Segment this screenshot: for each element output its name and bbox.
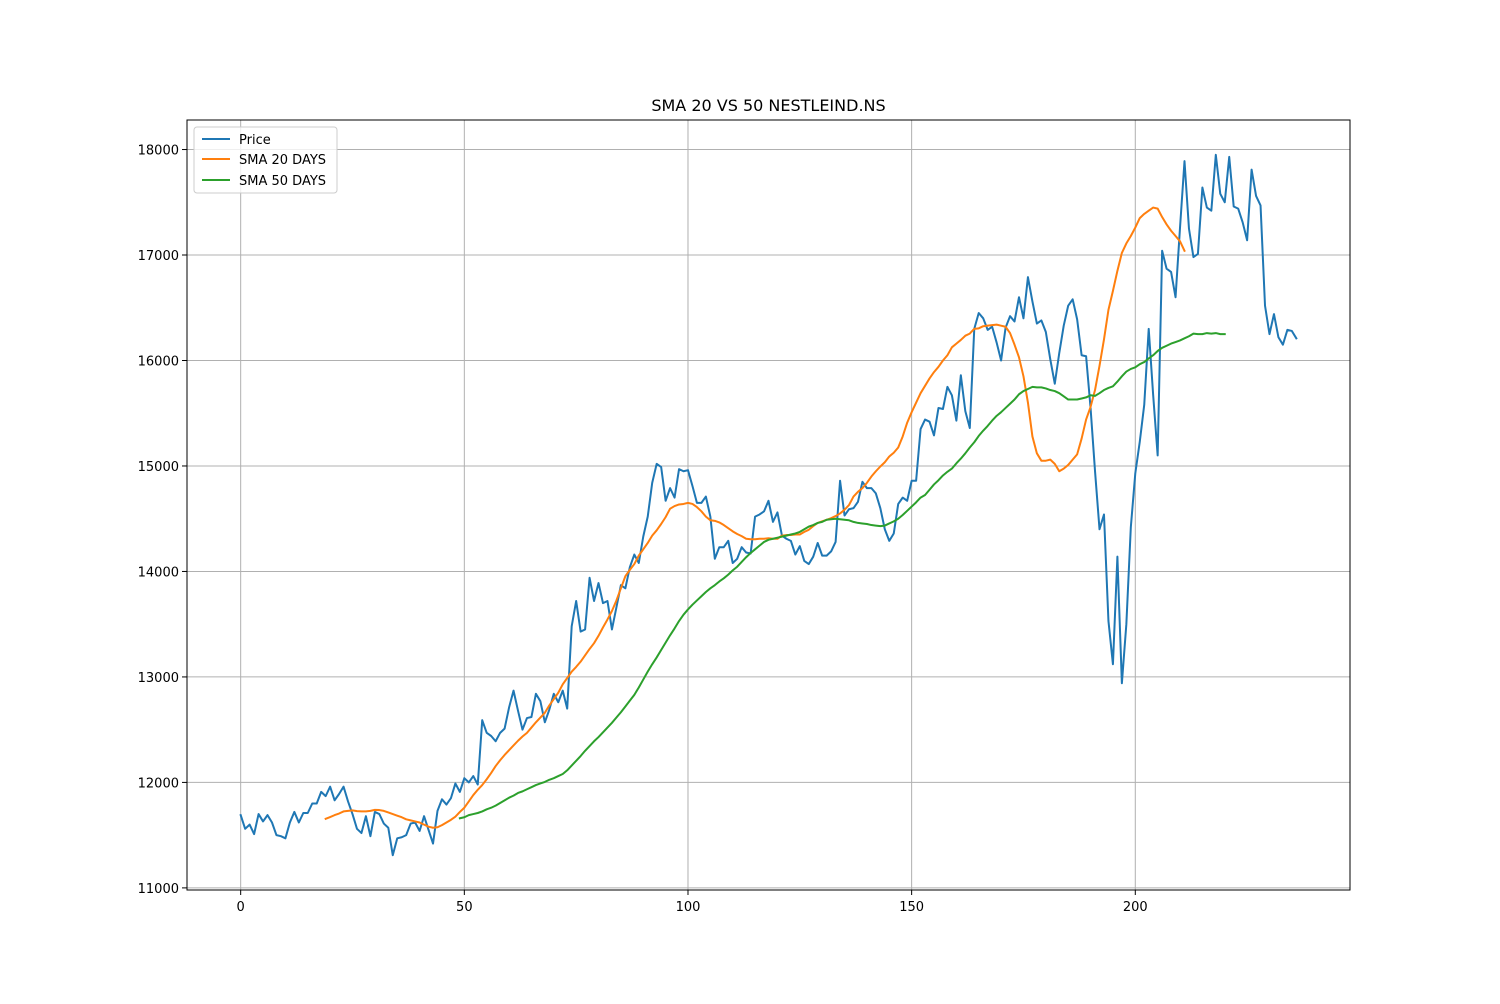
x-tick-label: 100 xyxy=(676,900,701,915)
legend-label-sma50: SMA 50 DAYS xyxy=(239,174,326,189)
sma-20-line xyxy=(324,206,1186,829)
grid xyxy=(187,120,1350,890)
price-line xyxy=(239,153,1298,857)
y-tick-label: 18000 xyxy=(138,144,179,159)
legend-label-price: Price xyxy=(239,133,271,148)
plot-frame xyxy=(186,119,1351,891)
legend: Price SMA 20 DAYS SMA 50 DAYS xyxy=(193,126,338,194)
y-tick-label: 17000 xyxy=(138,249,179,264)
legend-frame xyxy=(193,126,338,194)
tick-layer: 0 50 100 150 200 11000 12000 13000 14000 15000 160… xyxy=(138,144,1148,915)
y-tick-label: 15000 xyxy=(138,460,179,475)
y-tick-label: 16000 xyxy=(138,354,179,369)
legend-label-sma20: SMA 20 DAYS xyxy=(239,153,326,168)
y-tick-label: 11000 xyxy=(138,882,179,897)
series-layer xyxy=(239,153,1298,857)
sma-50-line xyxy=(458,332,1226,820)
x-tick-label: 50 xyxy=(456,900,473,915)
y-tick-label: 14000 xyxy=(138,565,179,580)
x-tick-label: 0 xyxy=(237,900,245,915)
chart-title: SMA 20 VS 50 NESTLEIND.NS xyxy=(651,96,885,115)
x-tick-label: 200 xyxy=(1123,900,1148,915)
y-tick-label: 12000 xyxy=(138,776,179,791)
y-tick-label: 13000 xyxy=(138,671,179,686)
x-tick-label: 150 xyxy=(899,900,924,915)
